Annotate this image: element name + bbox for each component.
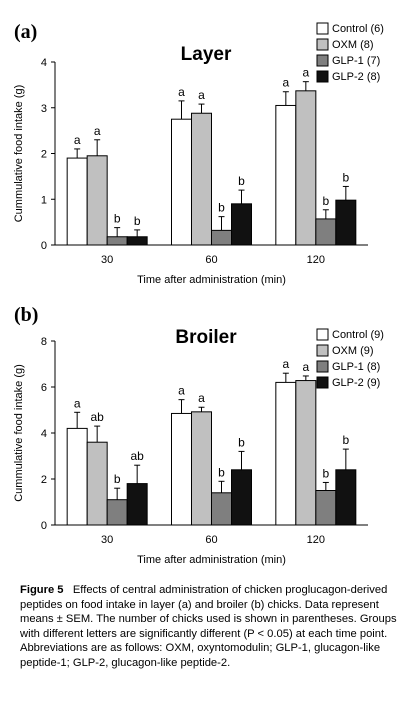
significance-label: b bbox=[342, 433, 349, 447]
significance-label: b bbox=[322, 466, 329, 480]
significance-label: b bbox=[238, 174, 245, 188]
bar bbox=[86, 155, 108, 246]
x-tick-label: 60 bbox=[205, 254, 217, 266]
legend-swatch bbox=[316, 22, 329, 35]
bar bbox=[106, 236, 128, 246]
legend-swatch bbox=[316, 70, 329, 83]
legend-swatch bbox=[316, 54, 329, 67]
x-tick-label: 120 bbox=[307, 534, 325, 546]
bar bbox=[275, 104, 297, 246]
broiler-chart: (b) Broiler 0 2 4 6 8 Cummulative food intake (… bbox=[13, 304, 384, 566]
legend-entry: OXM (9) bbox=[332, 345, 374, 357]
chart-title: Layer bbox=[181, 44, 232, 65]
bar bbox=[66, 157, 88, 246]
significance-label: a bbox=[74, 133, 81, 147]
bar bbox=[191, 411, 212, 526]
significance-label: b bbox=[218, 201, 225, 215]
layer-chart: (a) Layer 0 1 2 3 4 Cummulative food intake (g)… bbox=[13, 21, 384, 286]
y-tick-label: 1 bbox=[41, 194, 47, 206]
chart-title: Broiler bbox=[175, 327, 237, 348]
significance-label: a bbox=[178, 384, 185, 398]
significance-label: b bbox=[322, 194, 329, 208]
significance-label: ab bbox=[130, 449, 144, 463]
bar bbox=[106, 499, 128, 526]
significance-label: b bbox=[342, 170, 349, 184]
bar bbox=[171, 118, 192, 246]
significance-label: a bbox=[302, 360, 309, 374]
y-tick-label: 4 bbox=[41, 57, 47, 69]
figure-caption-text: Effects of central administration of chi… bbox=[20, 584, 397, 669]
y-tick-label: 3 bbox=[41, 103, 47, 115]
significance-label: b bbox=[134, 214, 141, 228]
legend-swatch bbox=[316, 328, 329, 341]
bar bbox=[295, 380, 317, 526]
y-axis-label: Cummulative food intake (g) bbox=[13, 364, 25, 502]
significance-label: a bbox=[198, 391, 205, 405]
bar bbox=[295, 90, 317, 246]
legend-swatch bbox=[316, 344, 329, 357]
y-tick-label: 8 bbox=[41, 336, 47, 348]
legend-swatch bbox=[316, 376, 329, 389]
legend-entry: Control (6) bbox=[332, 23, 384, 35]
y-axis-label: Cummulative food intake (g) bbox=[13, 85, 25, 223]
bar bbox=[86, 441, 108, 526]
bar bbox=[126, 483, 148, 526]
legend-entry: OXM (8) bbox=[332, 39, 374, 51]
legend-entry: GLP-2 (9) bbox=[332, 377, 380, 389]
significance-label: b bbox=[238, 435, 245, 449]
legend-swatch bbox=[316, 38, 329, 51]
bar bbox=[335, 469, 357, 526]
bar bbox=[211, 229, 232, 246]
bar bbox=[335, 199, 357, 246]
legend-entry: GLP-2 (8) bbox=[332, 71, 380, 83]
significance-label: a bbox=[94, 124, 101, 138]
x-axis-label: Time after administration (min) bbox=[137, 274, 286, 286]
bar bbox=[231, 469, 252, 526]
bar bbox=[211, 492, 232, 526]
legend-entry: GLP-1 (8) bbox=[332, 361, 380, 373]
significance-label: a bbox=[198, 88, 205, 102]
y-tick-label: 4 bbox=[41, 428, 47, 440]
significance-label: a bbox=[74, 396, 81, 410]
panel-label: (a) bbox=[14, 21, 37, 43]
figure-label: Figure 5 bbox=[20, 584, 64, 596]
significance-label: b bbox=[218, 465, 225, 479]
legend-entry: GLP-1 (7) bbox=[332, 55, 380, 67]
x-tick-label: 120 bbox=[307, 254, 325, 266]
bar bbox=[171, 412, 192, 526]
bar bbox=[231, 203, 252, 246]
legend-entry: Control (9) bbox=[332, 329, 384, 341]
significance-label: a bbox=[302, 66, 309, 80]
bar bbox=[66, 427, 88, 526]
bar bbox=[126, 236, 148, 246]
significance-label: ab bbox=[90, 410, 104, 424]
y-tick-label: 2 bbox=[41, 149, 47, 161]
x-axis-label: Time after administration (min) bbox=[137, 554, 286, 566]
y-tick-label: 2 bbox=[41, 474, 47, 486]
bar bbox=[191, 112, 212, 246]
y-tick-label: 0 bbox=[41, 520, 47, 532]
bar bbox=[315, 490, 337, 526]
figure-caption: Figure 5 Effects of central administrati… bbox=[20, 583, 412, 671]
bar bbox=[315, 218, 337, 246]
y-tick-label: 6 bbox=[41, 382, 47, 394]
x-tick-label: 60 bbox=[205, 534, 217, 546]
legend-swatch bbox=[316, 360, 329, 373]
panel-label: (b) bbox=[14, 304, 38, 326]
significance-label: a bbox=[282, 357, 289, 371]
y-tick-label: 0 bbox=[41, 240, 47, 252]
x-tick-label: 30 bbox=[101, 254, 113, 266]
significance-label: b bbox=[114, 212, 121, 226]
significance-label: b bbox=[114, 472, 121, 486]
bar bbox=[275, 381, 297, 526]
significance-label: a bbox=[178, 85, 185, 99]
x-tick-label: 30 bbox=[101, 534, 113, 546]
significance-label: a bbox=[282, 76, 289, 90]
